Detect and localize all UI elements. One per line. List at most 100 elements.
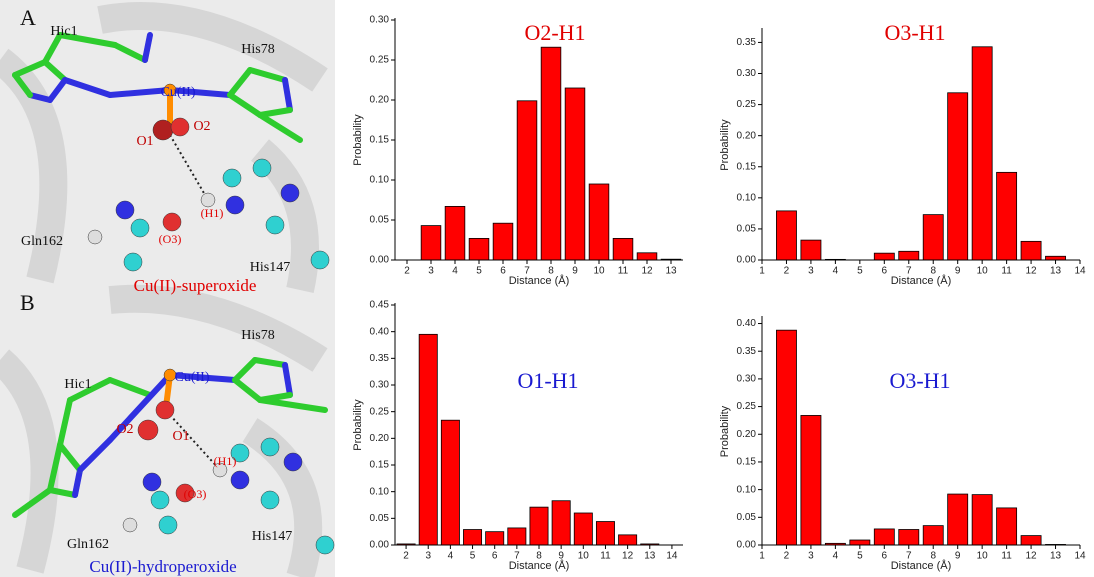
x-tick-label: 9 xyxy=(955,551,961,562)
bond xyxy=(27,92,53,103)
x-tick-label: 7 xyxy=(514,551,520,562)
bar xyxy=(1020,535,1042,546)
hbond xyxy=(169,414,221,471)
x-tick-label: 4 xyxy=(452,266,458,277)
atom xyxy=(87,229,103,245)
x-tick-label: 11 xyxy=(1001,551,1012,562)
y-tick-label: 0.10 xyxy=(737,192,757,203)
atom xyxy=(137,419,159,441)
bar xyxy=(849,539,871,546)
bar xyxy=(507,527,527,546)
x-tick-label: 9 xyxy=(558,551,564,562)
bond xyxy=(57,32,118,48)
atom xyxy=(175,483,195,503)
x-tick-label: 12 xyxy=(1026,551,1038,562)
bond xyxy=(232,377,263,403)
panel-letter: A xyxy=(20,5,36,30)
atom xyxy=(142,472,162,492)
y-tick-label: 0.05 xyxy=(370,513,390,524)
x-tick-label: 11 xyxy=(618,266,629,277)
y-axis-label: Probability xyxy=(719,119,731,171)
bond xyxy=(47,442,63,493)
atom-label: O2 xyxy=(193,119,210,134)
atom-label: His147 xyxy=(250,260,290,275)
bond xyxy=(257,397,328,413)
y-tick-label: 0.00 xyxy=(370,255,390,266)
x-tick-label: 12 xyxy=(641,266,653,277)
atom xyxy=(158,515,178,535)
x-tick-label: 10 xyxy=(977,551,989,562)
y-tick-label: 0.45 xyxy=(370,300,390,311)
chart-title: O3-H1 xyxy=(889,368,950,393)
bar xyxy=(776,210,797,261)
atom-label: (O3) xyxy=(184,487,207,501)
bar xyxy=(996,507,1018,546)
x-tick-label: 8 xyxy=(536,551,542,562)
x-axis-label: Distance (Å) xyxy=(509,274,570,287)
bar xyxy=(873,252,895,261)
panel-letter: B xyxy=(20,290,35,315)
y-tick-label: 0.10 xyxy=(370,486,390,497)
atom-label: O2 xyxy=(116,422,133,437)
bar xyxy=(873,528,895,546)
y-tick-label: 0.15 xyxy=(737,457,757,468)
bond xyxy=(112,42,148,63)
atom-label: Cu(II) xyxy=(161,85,196,100)
bond xyxy=(232,357,258,383)
bar xyxy=(463,529,483,546)
atom-label: Gln162 xyxy=(21,234,63,249)
bar xyxy=(440,419,460,546)
x-tick-label: 13 xyxy=(665,266,677,277)
x-axis-label: Distance (Å) xyxy=(891,559,952,572)
bond xyxy=(107,377,153,398)
bond xyxy=(227,92,263,118)
atom xyxy=(280,183,300,203)
bar xyxy=(800,415,822,546)
y-tick-label: 0.15 xyxy=(737,161,757,172)
atom xyxy=(283,452,303,472)
y-tick-label: 0.35 xyxy=(370,353,390,364)
bar xyxy=(618,534,638,546)
atom-label: O1 xyxy=(172,429,189,444)
y-tick-label: 0.05 xyxy=(370,215,390,226)
atom xyxy=(260,490,280,510)
x-tick-label: 10 xyxy=(593,266,605,277)
atom xyxy=(230,470,250,490)
bond xyxy=(77,437,113,473)
x-tick-label: 3 xyxy=(808,266,814,277)
bond xyxy=(282,362,293,398)
x-tick-label: 14 xyxy=(1074,266,1086,277)
x-tick-label: 2 xyxy=(404,266,410,277)
bond xyxy=(257,107,293,118)
x-tick-label: 11 xyxy=(1001,266,1012,277)
atom xyxy=(252,158,272,178)
atom xyxy=(230,443,250,463)
atom-label: (H1) xyxy=(201,206,224,220)
bar xyxy=(1045,255,1066,261)
bar xyxy=(595,521,615,546)
bond xyxy=(42,32,63,65)
bar xyxy=(612,237,634,261)
x-tick-label: 5 xyxy=(857,266,863,277)
bar xyxy=(573,512,593,546)
bond xyxy=(167,372,238,383)
x-tick-label: 7 xyxy=(906,551,912,562)
atom xyxy=(310,250,330,270)
x-tick-label: 8 xyxy=(930,551,936,562)
chart-title: O2-H1 xyxy=(524,20,585,45)
x-tick-label: 1 xyxy=(759,266,765,277)
bond xyxy=(47,487,78,498)
x-tick-label: 8 xyxy=(548,266,554,277)
bond xyxy=(62,77,113,98)
y-tick-label: 0.40 xyxy=(737,318,757,329)
atom-label: His78 xyxy=(241,42,274,57)
bond xyxy=(67,377,113,403)
bar xyxy=(516,100,538,261)
atom-label: Gln162 xyxy=(67,537,109,552)
y-tick-label: 0.30 xyxy=(370,15,390,26)
y-tick-label: 0.20 xyxy=(737,429,757,440)
atom-label: (O3) xyxy=(159,232,182,246)
bond xyxy=(142,32,153,63)
bar xyxy=(922,214,944,261)
